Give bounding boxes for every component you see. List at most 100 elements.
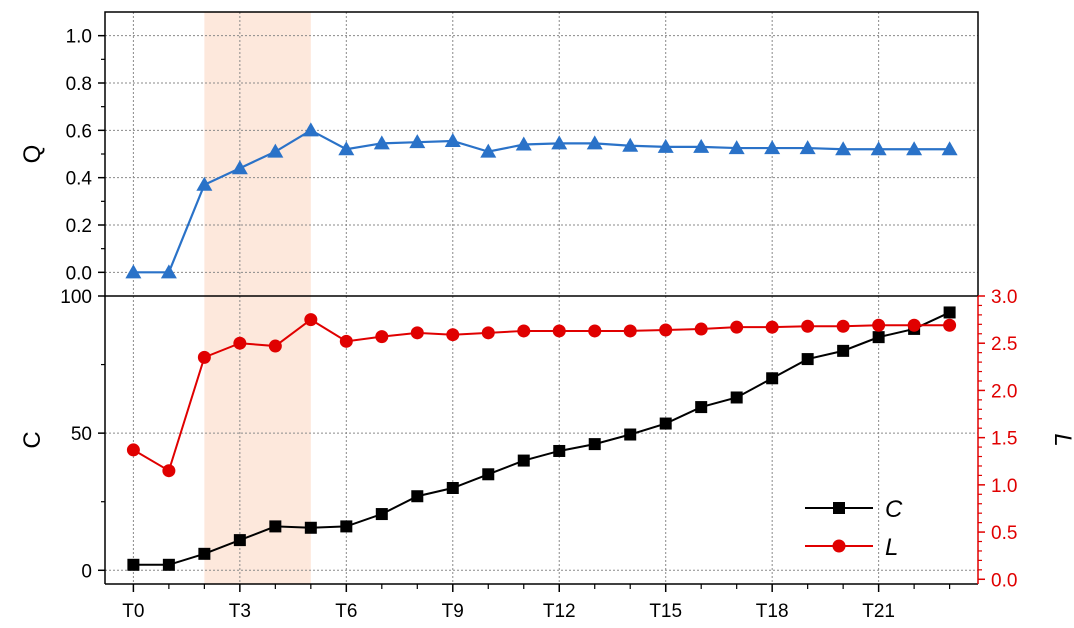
series-q-point bbox=[728, 140, 745, 155]
series-q-point bbox=[835, 141, 852, 156]
series-c-point bbox=[411, 490, 424, 503]
series-c-point bbox=[269, 520, 282, 533]
series-l-point bbox=[410, 326, 424, 340]
series-q-point bbox=[870, 141, 887, 156]
series-l-point bbox=[339, 334, 353, 348]
series-l-point bbox=[197, 350, 211, 364]
series-q-point bbox=[764, 140, 781, 155]
series-c-point bbox=[304, 521, 317, 534]
right-ylabel: L bbox=[1049, 433, 1074, 446]
legend-l-marker bbox=[832, 539, 846, 553]
xtick-label: T21 bbox=[862, 601, 895, 622]
series-l-point bbox=[730, 320, 744, 334]
series-c-point bbox=[801, 353, 814, 366]
xtick-label: T9 bbox=[442, 601, 464, 622]
series-l-point bbox=[552, 324, 566, 338]
axis-titles: Q C L bbox=[19, 145, 1074, 449]
xtick-label: T12 bbox=[543, 601, 576, 622]
series-q-point bbox=[799, 140, 816, 155]
series-q-point bbox=[444, 132, 461, 147]
series-q-point bbox=[196, 176, 213, 191]
top-ytick-label: 0.2 bbox=[66, 216, 92, 237]
right-ytick-label: 0.0 bbox=[991, 570, 1017, 591]
xtick-label: T15 bbox=[649, 601, 682, 622]
series-q-point bbox=[338, 141, 355, 156]
series-c-point bbox=[233, 534, 246, 547]
legend: CL bbox=[805, 496, 903, 561]
series-q-point bbox=[480, 143, 497, 158]
series-q-point bbox=[693, 138, 710, 153]
right-ytick-label: 1.0 bbox=[991, 476, 1017, 497]
highlight-band bbox=[204, 12, 311, 584]
series-q-point bbox=[267, 143, 284, 158]
series-q-point bbox=[657, 138, 674, 153]
series-l-point bbox=[836, 319, 850, 333]
series-l-point bbox=[694, 322, 708, 336]
series-q-point bbox=[373, 135, 390, 150]
right-ytick-label: 1.5 bbox=[991, 429, 1017, 450]
right-ytick-label: 2.5 bbox=[991, 334, 1017, 355]
top-ytick-label: 0.4 bbox=[66, 169, 93, 190]
series-c-point bbox=[198, 547, 211, 560]
top-ylabel: Q bbox=[19, 145, 46, 164]
series-q-point bbox=[906, 141, 923, 156]
top-ytick-label: 0.8 bbox=[66, 74, 92, 95]
ticks-layer: 0.0 0.2 0.4 0.6 0.8 1.0 0 50 100 0.0 0.5 1.0 1.5 2.0 2… bbox=[60, 27, 1017, 622]
series-l-point bbox=[765, 320, 779, 334]
series-c-point bbox=[624, 428, 637, 441]
series-c-point bbox=[553, 444, 566, 457]
series-l-point bbox=[801, 319, 815, 333]
series-c-point bbox=[517, 454, 530, 467]
left-ytick-label: 0 bbox=[81, 561, 92, 582]
series-layer bbox=[125, 122, 958, 571]
series-l-point bbox=[446, 328, 460, 342]
xtick-label: T18 bbox=[756, 601, 789, 622]
series-c-point bbox=[482, 468, 495, 481]
series-q-point bbox=[125, 264, 142, 279]
highlight-band-layer bbox=[204, 12, 311, 584]
series-c-point bbox=[872, 331, 885, 344]
series-c-point bbox=[943, 306, 956, 319]
series-l-point bbox=[623, 324, 637, 338]
series-l-point bbox=[233, 336, 247, 350]
series-c-point bbox=[659, 417, 672, 430]
series-c-point bbox=[588, 438, 601, 451]
series-l-point bbox=[943, 318, 957, 332]
series-l-point bbox=[375, 330, 389, 344]
series-c-point bbox=[162, 558, 175, 571]
left-ytick-label: 50 bbox=[71, 424, 92, 445]
series-l-point bbox=[481, 326, 495, 340]
legend-l-label: L bbox=[885, 534, 898, 561]
xtick-label: T6 bbox=[335, 601, 357, 622]
series-l-point bbox=[304, 313, 318, 327]
series-c-point bbox=[340, 520, 353, 533]
left-ylabel: C bbox=[19, 431, 46, 448]
right-ytick-label: 3.0 bbox=[991, 287, 1017, 308]
top-ytick-label: 1.0 bbox=[66, 27, 92, 48]
series-q-point bbox=[409, 134, 426, 149]
series-q-point bbox=[160, 264, 177, 279]
top-ytick-label: 0.6 bbox=[66, 121, 92, 142]
series-c-point bbox=[695, 401, 708, 414]
series-l-point bbox=[659, 323, 673, 337]
left-ytick-label: 100 bbox=[60, 287, 92, 308]
series-c-point bbox=[837, 344, 850, 357]
xtick-label: T0 bbox=[122, 601, 144, 622]
legend-c-marker bbox=[833, 502, 845, 514]
series-l-point bbox=[162, 464, 176, 478]
series-c-point bbox=[766, 372, 779, 385]
right-ytick-label: 2.0 bbox=[991, 381, 1017, 402]
legend-c-label: C bbox=[885, 496, 903, 523]
series-c-point bbox=[375, 508, 388, 521]
series-l-point bbox=[268, 339, 282, 353]
series-c-point bbox=[730, 391, 743, 404]
series-q-point bbox=[622, 137, 639, 152]
series-q-point bbox=[551, 135, 568, 150]
series-c-point bbox=[446, 482, 459, 494]
series-l-point bbox=[126, 443, 140, 457]
right-ytick-label: 0.5 bbox=[991, 523, 1017, 544]
series-l-point bbox=[872, 318, 886, 332]
series-q-point bbox=[586, 135, 603, 150]
